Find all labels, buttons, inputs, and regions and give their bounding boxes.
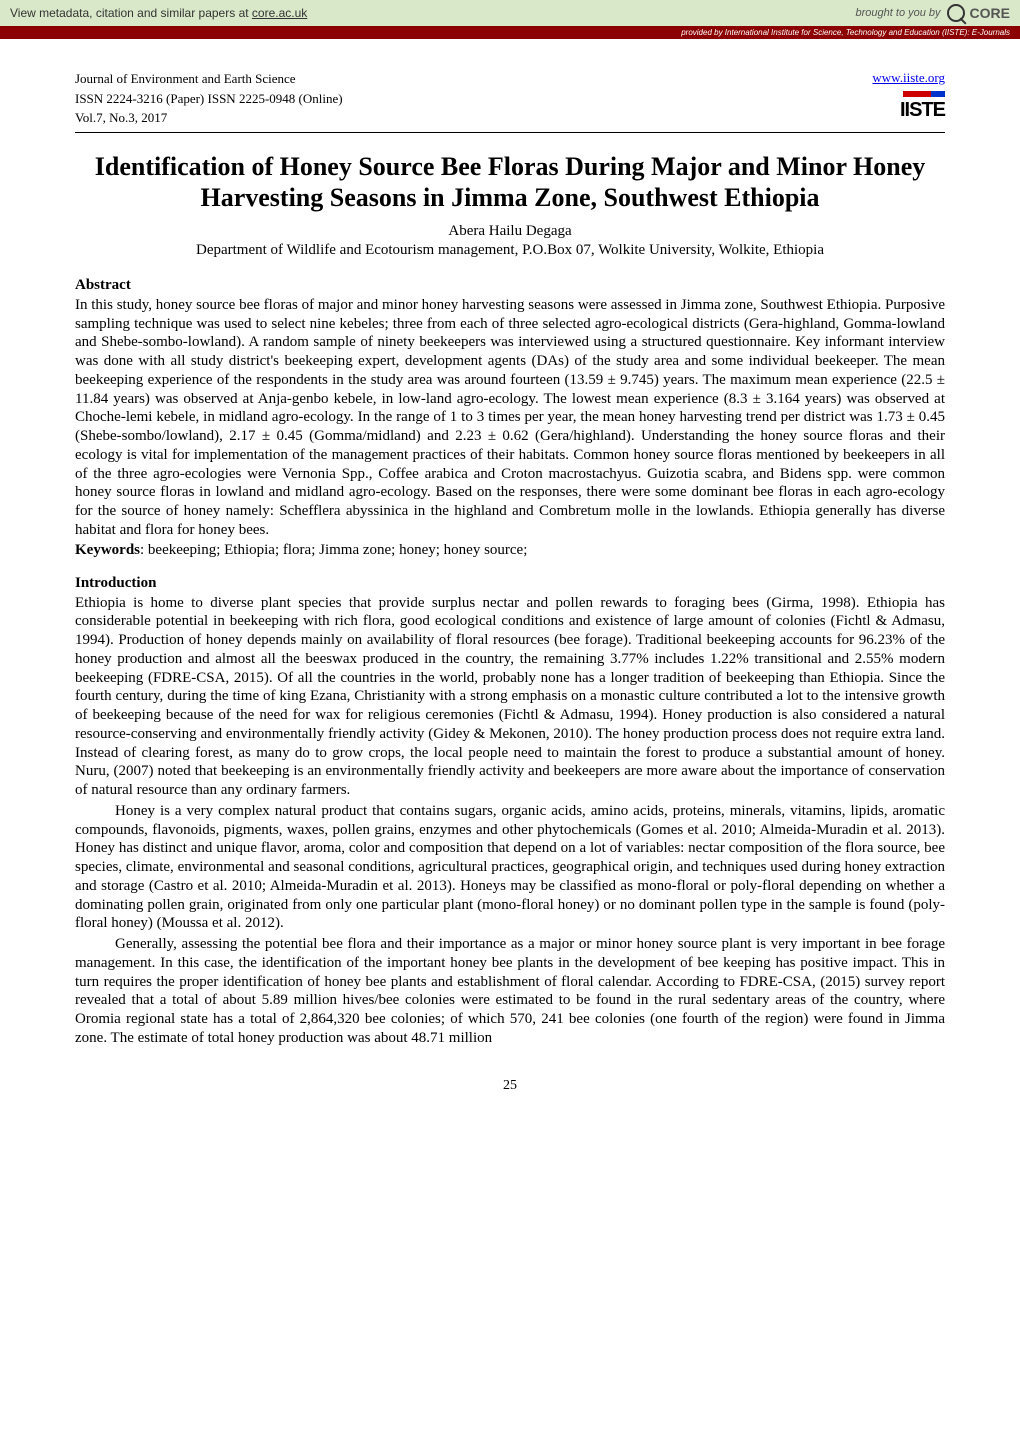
iiste-logo-text: IISTE <box>872 99 945 122</box>
journal-info: Journal of Environment and Earth Science… <box>75 69 343 128</box>
provider-banner: provided by International Institute for … <box>0 26 1020 39</box>
banner-right-prefix: brought to you by <box>856 7 941 19</box>
keywords-label: Keywords <box>75 542 140 558</box>
page-content: Journal of Environment and Earth Science… <box>0 39 1020 1114</box>
core-brand: CORE <box>970 5 1010 21</box>
intro-paragraph-3: Generally, assessing the potential bee f… <box>75 935 945 1048</box>
page-number: 25 <box>75 1078 945 1094</box>
intro-paragraph-1: Ethiopia is home to diverse plant specie… <box>75 594 945 800</box>
flag-strip-icon <box>903 91 945 97</box>
paper-title: Identification of Honey Source Bee Flora… <box>75 151 945 213</box>
core-link[interactable]: core.ac.uk <box>252 6 307 20</box>
abstract-heading: Abstract <box>75 277 945 294</box>
intro-heading: Introduction <box>75 575 945 592</box>
publisher-info: www.iiste.org IISTE <box>872 69 945 122</box>
core-logo: CORE <box>947 4 1010 22</box>
keywords-text: : beekeeping; Ethiopia; flora; Jimma zon… <box>140 542 527 558</box>
journal-header: Journal of Environment and Earth Science… <box>75 69 945 133</box>
iiste-logo: IISTE <box>872 91 945 122</box>
journal-issn: ISSN 2224-3216 (Paper) ISSN 2225-0948 (O… <box>75 89 343 109</box>
metadata-banner: View metadata, citation and similar pape… <box>0 0 1020 26</box>
journal-volume: Vol.7, No.3, 2017 <box>75 108 343 128</box>
abstract-body: In this study, honey source bee floras o… <box>75 296 945 540</box>
core-circle-icon <box>947 4 965 22</box>
banner-left: View metadata, citation and similar pape… <box>10 6 307 20</box>
intro-paragraph-2: Honey is a very complex natural product … <box>75 802 945 933</box>
publisher-link[interactable]: www.iiste.org <box>872 70 945 85</box>
provider-text: provided by International Institute for … <box>681 28 1010 37</box>
banner-right: brought to you by CORE <box>856 4 1010 22</box>
keywords-line: Keywords: beekeeping; Ethiopia; flora; J… <box>75 542 945 559</box>
journal-name: Journal of Environment and Earth Science <box>75 69 343 89</box>
paper-affiliation: Department of Wildlife and Ecotourism ma… <box>75 242 945 259</box>
paper-author: Abera Hailu Degaga <box>75 223 945 240</box>
banner-left-text: View metadata, citation and similar pape… <box>10 6 252 20</box>
